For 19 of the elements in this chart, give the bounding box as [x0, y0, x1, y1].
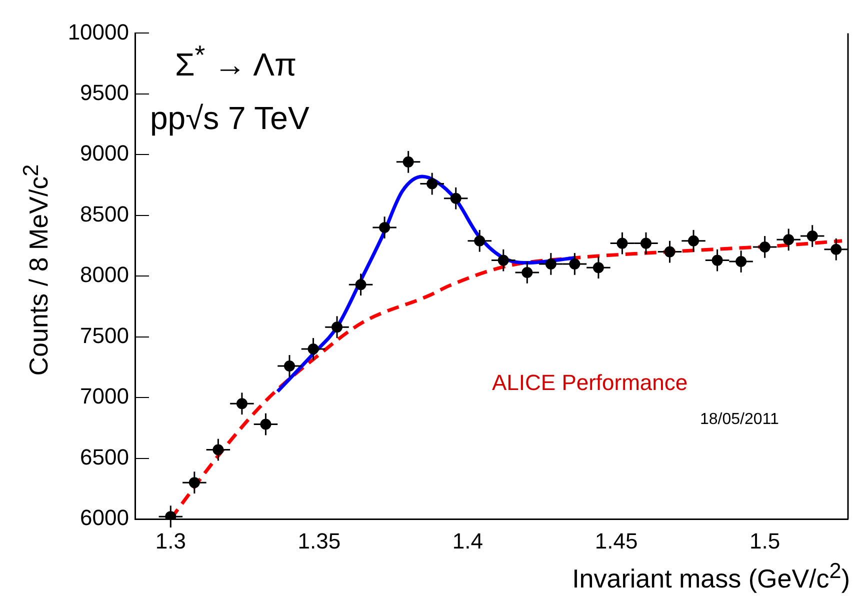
y-tick-label: 9000	[80, 140, 129, 166]
x-tick-label: 1.4	[452, 528, 484, 554]
x-axis-title: Invariant mass (GeV/c$^{2}$)	[572, 558, 850, 594]
y-tick-label: 6000	[80, 505, 129, 530]
y-tick-label: 8500	[80, 201, 129, 226]
y-tick-label: 6500	[80, 444, 129, 470]
y-tick-label: 9500	[80, 80, 129, 105]
x-tick-label: 1.3	[155, 528, 186, 554]
annotation: pp√s 7 TeV	[150, 100, 310, 136]
y-tick-label: 10000	[68, 19, 129, 44]
y-tick-label: 7500	[80, 322, 129, 348]
annotation: 18/05/2011	[700, 411, 779, 428]
x-tick-label: 1.45	[594, 528, 638, 554]
y-tick-label: 7000	[80, 384, 129, 409]
x-tick-label: 1.35	[298, 528, 341, 554]
y-tick-label: 8000	[80, 262, 129, 288]
x-tick-label: 1.5	[750, 528, 780, 554]
annotation: ALICE Performance	[492, 370, 688, 395]
annotation: Σ$^{*}$ → Λπ	[175, 40, 297, 83]
